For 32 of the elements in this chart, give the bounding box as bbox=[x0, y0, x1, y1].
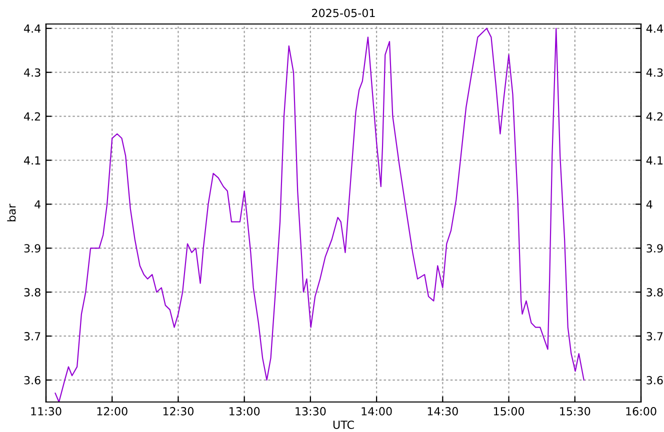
y-tick-label: 4.2 bbox=[24, 112, 40, 121]
y-tick-label: 4.4 bbox=[24, 24, 41, 33]
y-tick-label: 3.9 bbox=[24, 244, 40, 253]
line-series bbox=[54, 28, 584, 402]
y-tick-label: 4.3 bbox=[24, 68, 40, 77]
x-axis-title: UTC bbox=[333, 420, 354, 429]
x-tick-label: 15:30 bbox=[560, 407, 590, 416]
y2-tick-label: 3.7 bbox=[646, 332, 663, 340]
y-tick-label: 4.1 bbox=[24, 156, 40, 164]
y-tick-label: 3.6 bbox=[24, 376, 40, 384]
y-axis-title: bar bbox=[7, 204, 16, 222]
y2-tick-label: 3.8 bbox=[646, 288, 663, 296]
y2-tick-label: 4.1 bbox=[646, 156, 663, 164]
y2-tick-label: 4.3 bbox=[646, 68, 663, 77]
x-tick-label: 15:00 bbox=[494, 407, 524, 416]
y-tick-label: 3.8 bbox=[24, 288, 40, 296]
y2-tick-label: 3.9 bbox=[646, 244, 663, 253]
x-tick-label: 13:00 bbox=[230, 407, 260, 416]
x-tick-label: 14:00 bbox=[362, 407, 392, 416]
y2-tick-label: 4.2 bbox=[646, 112, 662, 121]
y2-tick-label: 4.4 bbox=[646, 24, 663, 33]
x-tick-label: 13:30 bbox=[296, 407, 326, 416]
x-tick-label: 12:00 bbox=[97, 407, 128, 416]
y-tick-label: 3.7 bbox=[24, 332, 40, 340]
chart-title: 2025-05-01 bbox=[312, 8, 375, 18]
x-tick-label: 11:30 bbox=[31, 407, 62, 416]
y2-tick-label: 3.6 bbox=[646, 376, 663, 384]
y-tick-label: 4 bbox=[34, 200, 41, 208]
x-tick-label: 16:00 bbox=[626, 407, 656, 416]
y2-tick-label: 4 bbox=[646, 200, 652, 208]
x-tick-label: 12:30 bbox=[163, 407, 194, 416]
x-tick-label: 14:30 bbox=[428, 407, 458, 416]
